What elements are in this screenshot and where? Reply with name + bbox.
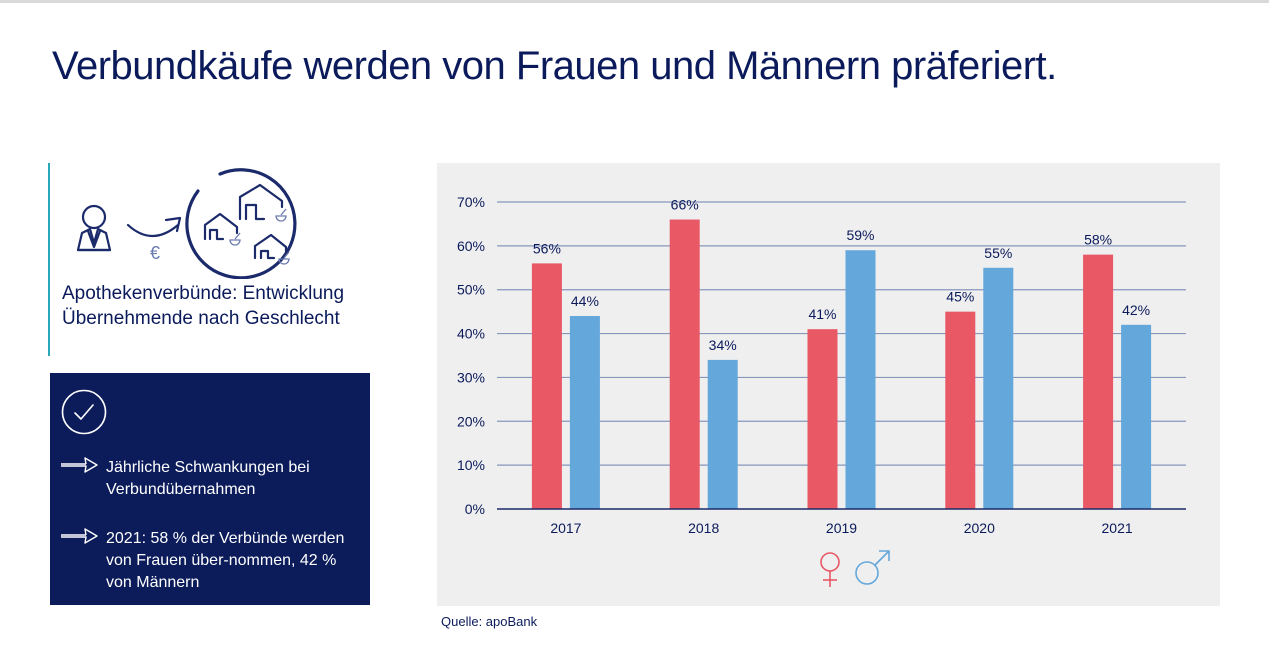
y-tick-label: 20%	[457, 413, 485, 429]
bar-frauen-2019	[807, 329, 838, 509]
bar-frauen-2018	[669, 219, 700, 510]
data-label: 45%	[946, 289, 974, 305]
male-symbol-icon	[855, 550, 890, 585]
data-label: 44%	[571, 293, 599, 309]
bar-männer-2021	[1121, 324, 1152, 509]
info-line-2: Übernehmende nach Geschlecht	[62, 308, 340, 329]
y-tick-label: 10%	[457, 457, 485, 473]
y-tick-label: 50%	[457, 282, 485, 298]
y-tick-label: 40%	[457, 326, 485, 342]
x-tick-label: 2019	[826, 520, 857, 536]
top-border	[0, 0, 1269, 3]
data-label: 56%	[533, 240, 561, 256]
x-tick-label: 2018	[688, 520, 719, 536]
summary-bullet-text: Jährliche Schwankungen bei Verbundüberna…	[106, 459, 310, 498]
bar-frauen-2017	[531, 263, 562, 509]
bar-frauen-2020	[945, 311, 976, 509]
person-euro-pharmacies-icon: €	[76, 168, 297, 279]
arrow-right-icon	[61, 528, 98, 544]
info-line-1: Apothekenverbünde: Entwicklung	[62, 283, 345, 304]
page-title: Verbundkäufe werden von Frauen und Männe…	[52, 44, 1057, 88]
summary-box: Jährliche Schwankungen bei Verbundüberna…	[50, 373, 370, 605]
source-note: Quelle: apoBank	[441, 614, 538, 629]
data-label: 59%	[846, 227, 874, 243]
data-label: 58%	[1084, 232, 1112, 248]
y-tick-label: 70%	[457, 194, 485, 210]
data-label: 41%	[808, 306, 836, 322]
bar-frauen-2021	[1083, 254, 1114, 509]
bar-männer-2019	[845, 250, 876, 509]
bar-männer-2017	[569, 316, 600, 509]
info-text: Apothekenverbünde: Entwicklung Übernehme…	[62, 281, 382, 331]
chart-panel: 0% 10% 20% 30% 40% 50% 60% 70% 56% 44% 2017 66% 34% 2…	[437, 163, 1220, 606]
data-label: 66%	[671, 197, 699, 213]
bar-chart: 0% 10% 20% 30% 40% 50% 60% 70% 56% 44% 2017 66% 34% 2…	[457, 194, 1186, 587]
data-label: 55%	[984, 245, 1012, 261]
x-tick-label: 2017	[550, 520, 581, 536]
bar-männer-2020	[983, 267, 1014, 509]
y-tick-label: 60%	[457, 238, 485, 254]
x-tick-label: 2020	[964, 520, 995, 536]
y-tick-label: 0%	[465, 501, 485, 517]
arrow-right-icon	[61, 457, 98, 473]
check-circle-icon	[61, 389, 107, 435]
bar-männer-2018	[707, 359, 738, 509]
euro-symbol: €	[150, 243, 160, 263]
data-label: 34%	[709, 337, 737, 353]
summary-bullet: Jährliche Schwankungen bei Verbundüberna…	[60, 457, 356, 501]
summary-bullet-text: 2021: 58 % der Verbünde werden von Fraue…	[106, 530, 345, 591]
summary-bullet: 2021: 58 % der Verbünde werden von Fraue…	[60, 528, 356, 594]
female-symbol-icon	[820, 552, 840, 587]
data-label: 42%	[1122, 302, 1150, 318]
y-tick-label: 30%	[457, 369, 485, 385]
info-box: € Apothekenverbünde: Entwicklung Überneh…	[48, 163, 370, 356]
x-tick-label: 2021	[1102, 520, 1133, 536]
